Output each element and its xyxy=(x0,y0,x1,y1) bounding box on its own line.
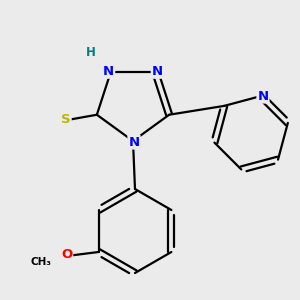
Text: CH₃: CH₃ xyxy=(30,257,51,267)
Text: O: O xyxy=(61,248,72,262)
Text: N: N xyxy=(103,65,114,78)
Text: N: N xyxy=(128,136,140,148)
Text: H: H xyxy=(86,46,96,59)
Text: N: N xyxy=(257,89,268,103)
Text: N: N xyxy=(152,65,163,78)
Text: S: S xyxy=(61,113,71,126)
